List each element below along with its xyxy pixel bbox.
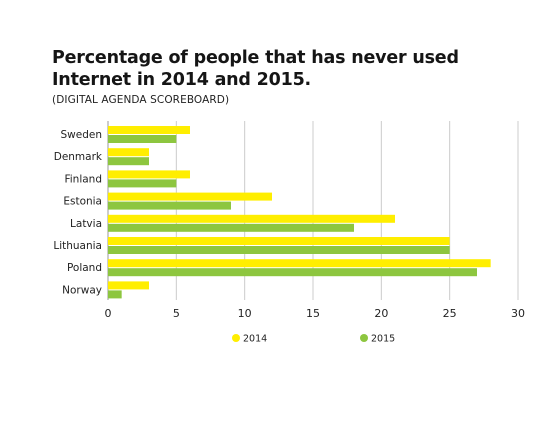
bar-2015-denmark: [108, 157, 149, 166]
bar-2014-estonia: [108, 192, 272, 201]
bar-2015-lithuania: [108, 246, 450, 254]
x-tick-label: 5: [173, 307, 180, 320]
bars: [108, 126, 491, 299]
chart-title: Percentage of people that has never used…: [52, 48, 459, 90]
x-tick-label: 30: [511, 307, 525, 320]
x-tick-label: 15: [306, 307, 320, 320]
x-tick-label: 25: [443, 307, 457, 320]
category-label: Estonia: [63, 196, 102, 208]
bar-2014-sweden: [108, 126, 190, 134]
x-tick-label: 20: [374, 307, 388, 320]
bar-2015-poland: [108, 268, 477, 277]
category-label: Finland: [64, 173, 102, 185]
bar-2015-estonia: [108, 201, 231, 210]
bar-2014-denmark: [108, 148, 149, 157]
bar-2014-finland: [108, 170, 190, 179]
bar-2015-norway: [108, 290, 122, 299]
category-labels: Sweden Denmark Finland Estonia Latvia Lithuan…: [53, 129, 103, 296]
bar-2014-lithuania: [108, 237, 450, 245]
bar-2014-latvia: [108, 214, 395, 223]
category-label: Poland: [67, 262, 102, 274]
bar-2015-finland: [108, 179, 177, 188]
legend: 2014 2015: [232, 334, 395, 345]
category-label: Denmark: [54, 151, 103, 163]
category-label: Latvia: [70, 218, 102, 230]
bar-2014-norway: [108, 281, 149, 290]
x-axis-ticks: 0 5 10 15 20 25 30: [105, 307, 526, 320]
legend-label-2015: 2015: [371, 334, 395, 345]
category-label: Sweden: [61, 129, 103, 141]
legend-swatch-2014: [232, 334, 240, 342]
bar-2015-latvia: [108, 223, 354, 232]
x-tick-label: 0: [105, 307, 112, 320]
legend-swatch-2015: [360, 334, 368, 342]
category-label: Norway: [62, 284, 102, 296]
bar-2015-sweden: [108, 135, 177, 143]
category-label: Lithuania: [53, 240, 102, 252]
x-tick-label: 10: [238, 307, 252, 320]
chart-subtitle: (DIGITAL AGENDA SCOREBOARD): [52, 94, 230, 106]
bar-2014-poland: [108, 259, 491, 268]
legend-label-2014: 2014: [243, 334, 267, 345]
